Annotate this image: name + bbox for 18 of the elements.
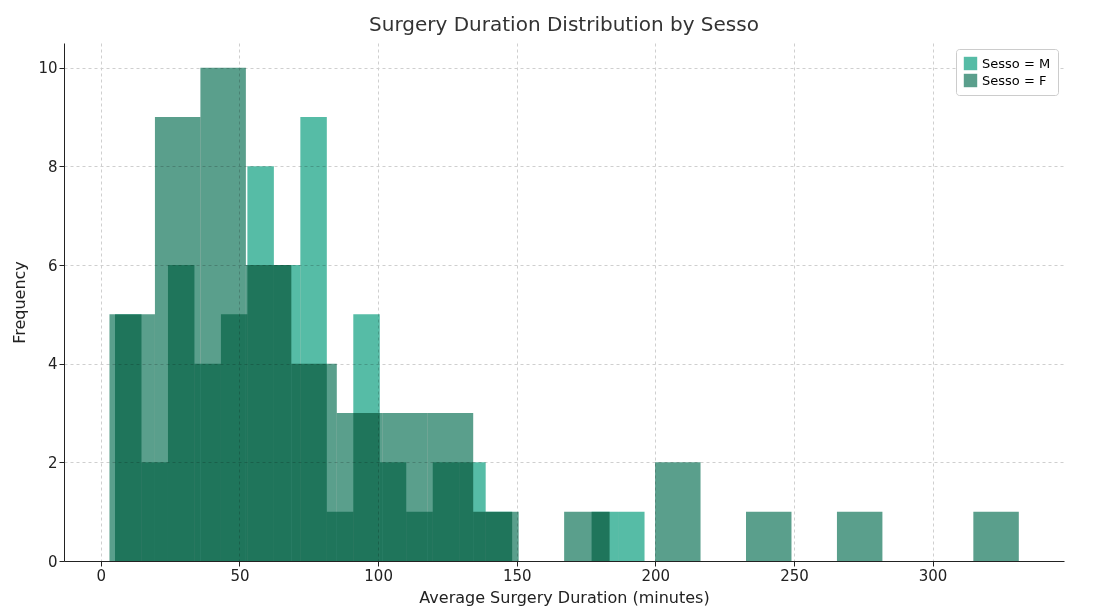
- y-tick-label: 10: [38, 59, 58, 78]
- x-tick-label: 100: [364, 566, 393, 585]
- x-tick-label: 200: [641, 566, 671, 585]
- y-tick-label: 6: [47, 256, 58, 275]
- x-tick-label: 150: [502, 566, 532, 585]
- x-tick-label: 300: [918, 566, 948, 585]
- y-tick-label: 0: [47, 552, 58, 571]
- y-tick-label: 8: [47, 157, 58, 176]
- legend-label: Sesso = M: [982, 55, 1051, 71]
- y-tick-label: 2: [47, 453, 58, 472]
- x-tick-label: 0: [96, 566, 107, 585]
- x-axis-title: Average Surgery Duration (minutes): [419, 587, 710, 607]
- chart-title: Surgery Duration Distribution by Sesso: [369, 12, 759, 36]
- y-axis-title: Frequency: [10, 261, 30, 344]
- y-tick-label: 4: [47, 355, 58, 374]
- x-tick-label: 50: [230, 566, 250, 585]
- x-tick-label: 250: [780, 566, 809, 585]
- legend-label: Sesso = F: [982, 72, 1047, 88]
